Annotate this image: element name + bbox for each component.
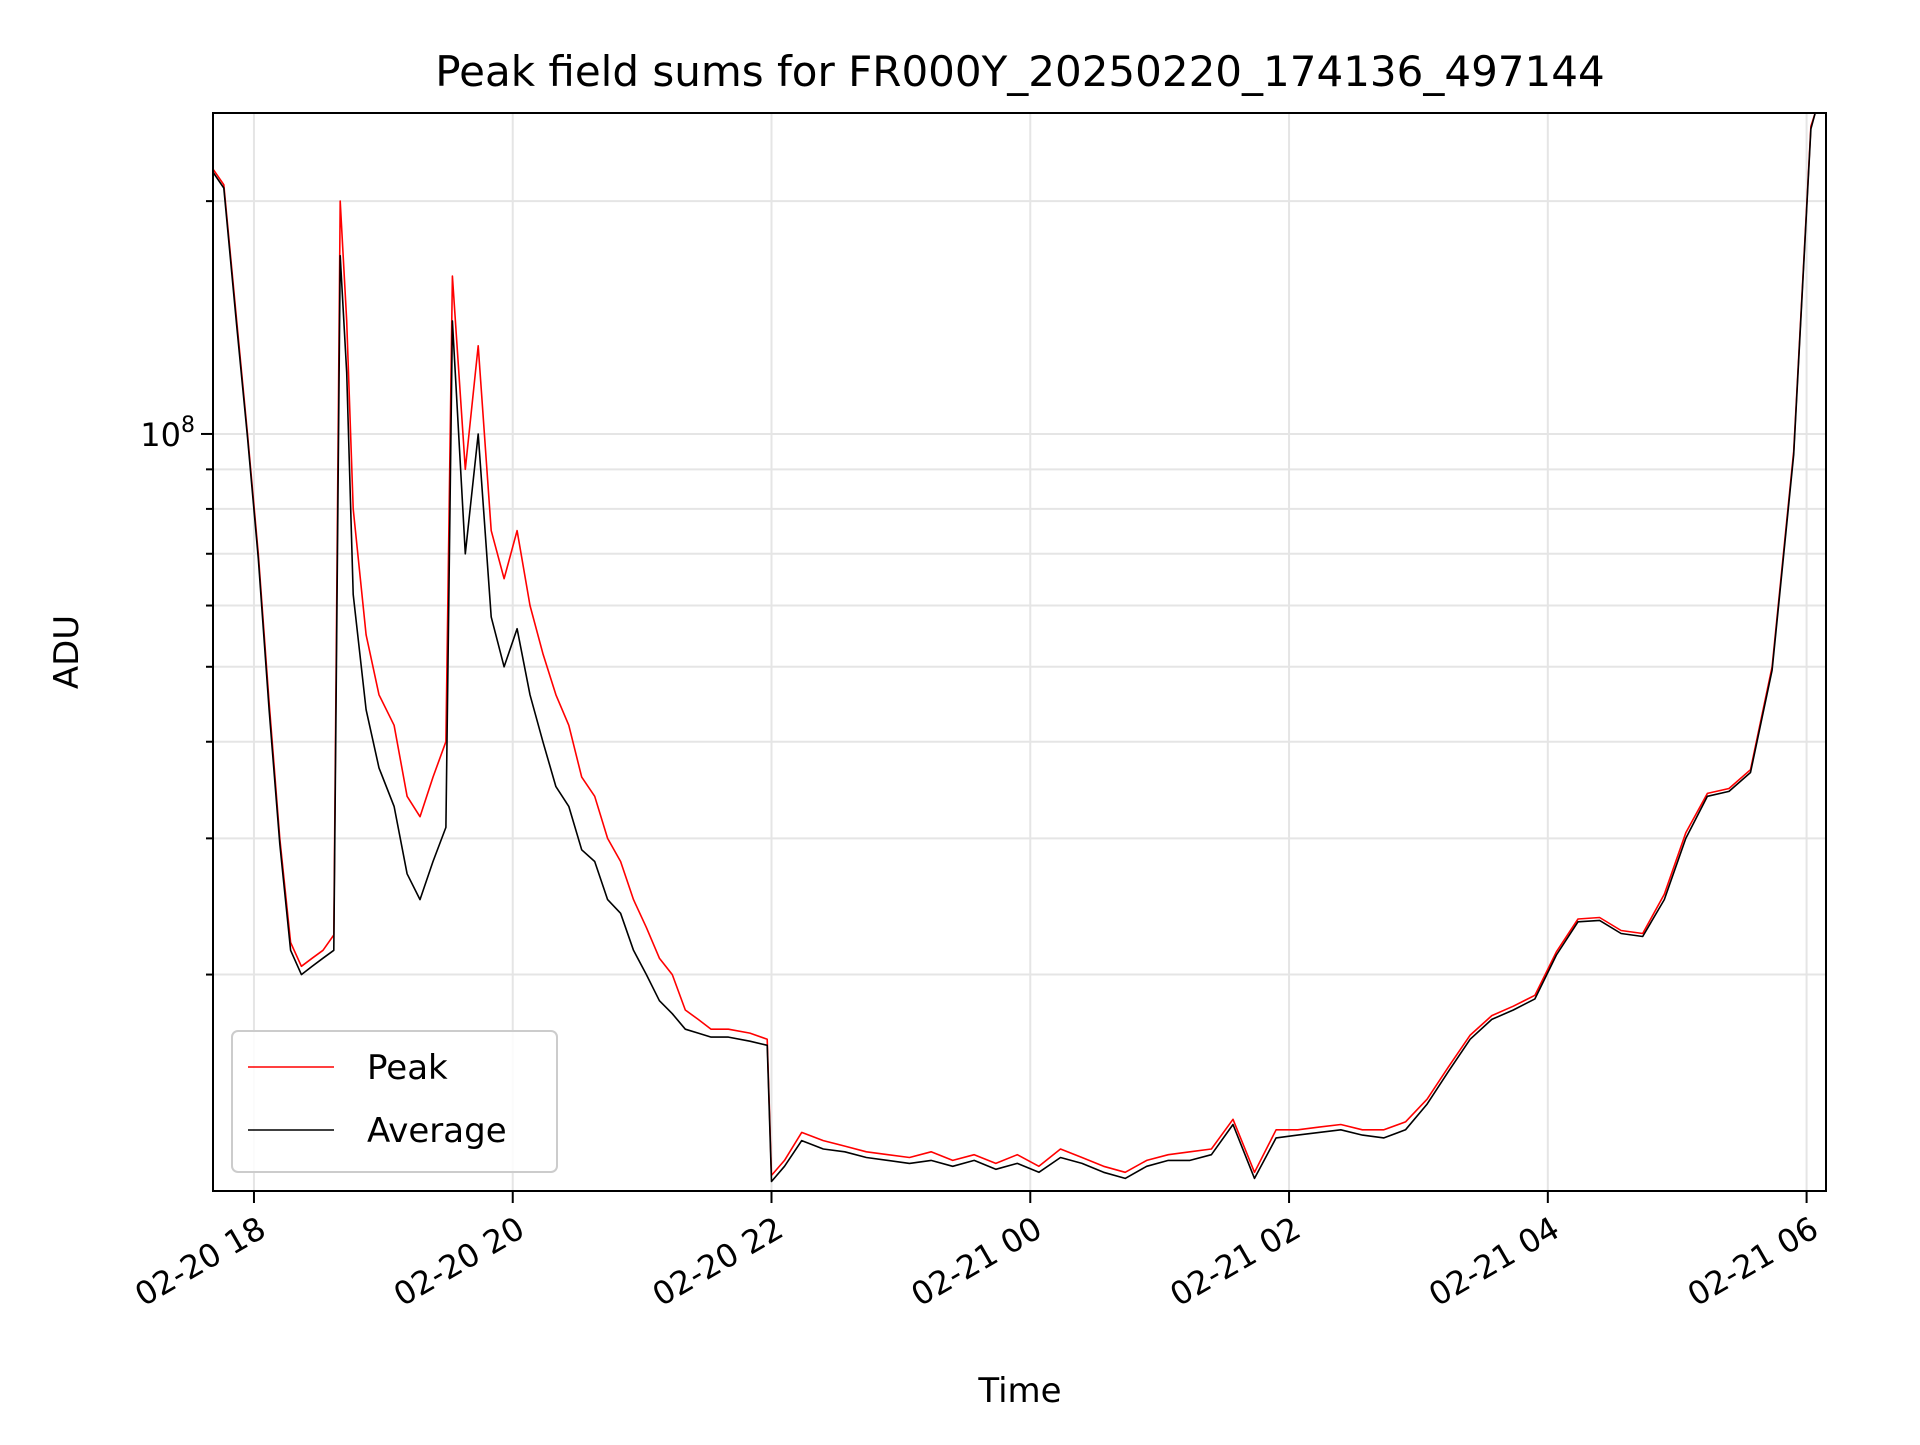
series-layer (212, 112, 1816, 1183)
series-line-average (212, 112, 1816, 1183)
legend-label-average: Average (367, 1111, 507, 1151)
x-axis-label: Time (977, 1371, 1061, 1411)
grid-layer (213, 113, 1826, 1191)
legend-label-peak: Peak (367, 1048, 448, 1088)
plot-frame (212, 112, 1827, 1192)
series-line-peak (212, 112, 1816, 1177)
chart-title: Peak field sums for FR000Y_20250220_1741… (435, 47, 1604, 96)
y-axis-label: ADU (47, 615, 87, 689)
y-tick-label: 108 (140, 413, 195, 454)
legend: Peak Average (231, 1030, 558, 1173)
